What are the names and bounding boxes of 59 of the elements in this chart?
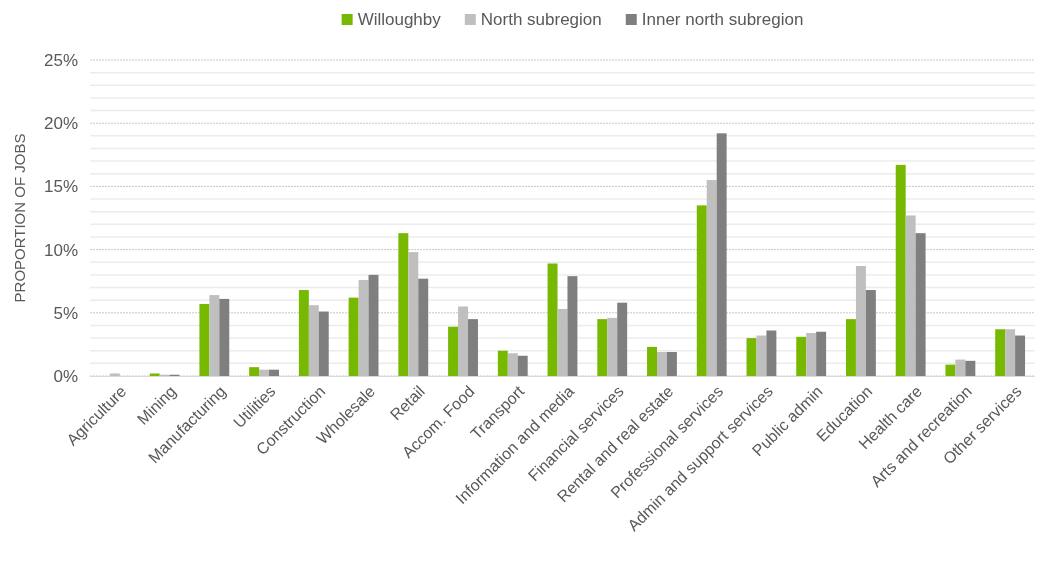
bar: [448, 326, 459, 376]
bar: [259, 369, 270, 376]
bar: [507, 353, 518, 376]
bar: [806, 333, 817, 376]
bar: [607, 317, 618, 376]
bar: [497, 350, 508, 376]
bar: [796, 336, 807, 376]
bar: [547, 263, 558, 376]
y-tick-label: 15%: [43, 177, 78, 197]
bar: [766, 330, 777, 376]
bar: [1015, 335, 1026, 376]
y-tick-label: 25%: [43, 50, 78, 70]
bar: [905, 215, 916, 376]
legend-label: North subregion: [480, 10, 602, 29]
bar: [955, 359, 966, 376]
bar: [597, 319, 608, 376]
y-axis-title: PROPORTION OF JOBS: [11, 133, 28, 303]
bar: [965, 360, 976, 376]
bar: [408, 252, 419, 376]
y-tick-label: 0%: [53, 366, 78, 386]
bar: [865, 290, 876, 376]
bar: [716, 133, 727, 376]
y-tick-label: 20%: [43, 114, 78, 134]
bar: [368, 274, 379, 376]
bar: [269, 369, 279, 376]
bar: [199, 303, 210, 376]
bar: [617, 302, 628, 376]
bar: [995, 329, 1006, 376]
legend-label: Inner north subregion: [641, 10, 804, 29]
bar: [308, 305, 319, 376]
bar: [1005, 329, 1016, 376]
bar: [557, 309, 568, 376]
bar: [945, 364, 956, 376]
bar: [418, 278, 429, 376]
bar: [915, 233, 926, 376]
bar: [348, 297, 359, 376]
bar: [647, 346, 657, 376]
bar: [846, 319, 856, 376]
bar: [318, 311, 329, 376]
bar: [895, 164, 906, 376]
bar: [468, 319, 478, 376]
bar: [746, 338, 757, 376]
bar: [657, 351, 667, 376]
bar: [696, 205, 707, 376]
bar: [666, 351, 677, 376]
bar: [298, 290, 309, 376]
bar: [149, 373, 160, 376]
bar: [249, 367, 260, 376]
bar: [209, 295, 220, 376]
y-tick-label: 10%: [43, 240, 78, 260]
bar: [756, 335, 767, 376]
legend-label: Willoughby: [357, 10, 442, 29]
bar: [398, 233, 409, 376]
bar: [517, 355, 528, 376]
bar: [358, 279, 369, 376]
bar: [219, 298, 230, 376]
bar: [816, 331, 827, 376]
bar: [567, 276, 578, 376]
y-tick-label: 5%: [53, 303, 78, 323]
